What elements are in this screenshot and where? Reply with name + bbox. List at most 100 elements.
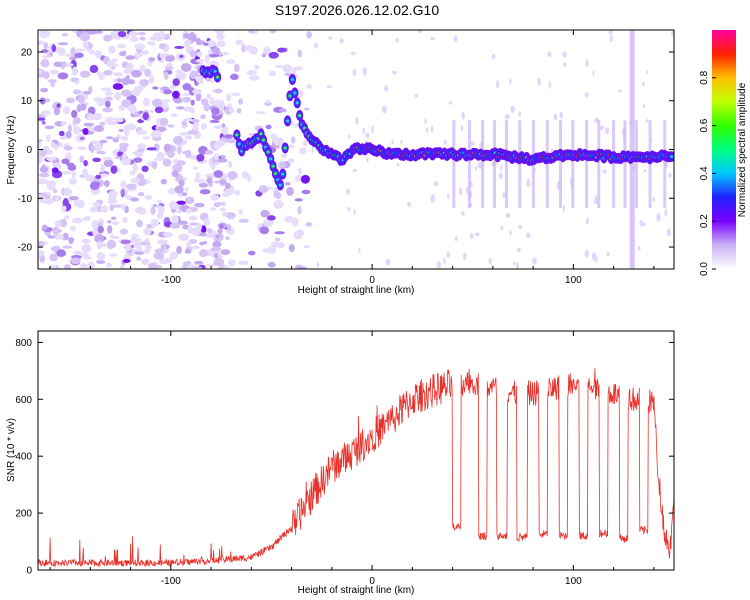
spectrogram-noise-cell — [281, 153, 287, 158]
spectrogram-noise-cell — [40, 58, 50, 68]
spectrogram-noise-cell — [94, 30, 103, 34]
spectrogram-noise-cell — [288, 244, 295, 253]
spectrogram-noise-cell — [174, 99, 183, 104]
spectrogram-noise-cell — [446, 193, 450, 200]
spectrogram-noise-cell — [147, 61, 152, 66]
spectrogram-noise-cell — [230, 73, 239, 81]
spectrogram-noise-cell — [221, 126, 229, 135]
spectrogram-noise-cell — [214, 140, 226, 147]
spectrogram-noise-cell — [219, 207, 227, 212]
spectrogram-noise-cell — [291, 136, 296, 144]
spectrogram-noise-cell — [123, 127, 130, 137]
spectrogram-noise-cell — [274, 231, 285, 235]
spectrogram-noise-cell — [269, 30, 276, 34]
spectrogram-noise-cell — [164, 65, 174, 71]
spectrogram-noise-cell — [76, 199, 85, 209]
spectrogram-noise-cell — [132, 163, 139, 172]
spectrogram-noise-cell — [190, 154, 197, 161]
spectrogram-noise-cell — [153, 252, 165, 260]
spectrogram-noise-cell — [190, 99, 195, 106]
spectrogram-noise-cell — [106, 90, 112, 96]
y-tick-label: 0 — [26, 145, 32, 156]
spectrogram-noise-cell — [68, 237, 74, 245]
spectrogram-noise-cell — [224, 182, 231, 189]
spectrogram-noise-cell — [178, 179, 185, 187]
spectrogram-noise-cell — [61, 205, 67, 212]
spectrogram-noise-cell — [306, 83, 312, 90]
spectrogram-noise-cell — [287, 158, 295, 164]
spectrogram-noise-cell — [108, 190, 118, 198]
spectrogram-noise-cell — [214, 253, 219, 259]
spectrogram-noise-cell — [500, 164, 503, 172]
spectrogram-noise-cell — [642, 81, 645, 87]
spectrogram-noise-cell — [213, 153, 220, 161]
spectrogram-noise-cell — [79, 263, 88, 269]
spectrogram-noise-cell — [44, 98, 51, 103]
spectrogram-noise-cell — [93, 125, 104, 133]
spectrogram-noise-cell — [70, 59, 77, 69]
spectrogram-noise-cell — [94, 50, 102, 59]
y-tick-label: 600 — [15, 395, 32, 406]
spectrogram-noise-cell — [208, 53, 220, 58]
spectrogram-noise-cell — [156, 126, 167, 132]
spectrogram-noise-cell — [87, 261, 95, 269]
colorbar-tick-label: 0.0 — [699, 262, 710, 276]
spectrogram-noise-cell — [246, 69, 257, 76]
spectrogram-noise-cell — [461, 211, 465, 216]
spectrogram-ridge-peak — [213, 69, 217, 73]
spectrogram-noise-cell — [328, 36, 333, 40]
spectrogram-noise-cell — [275, 237, 281, 242]
spectrogram-noise-cell — [175, 209, 183, 213]
spectrogram-noise-cell — [52, 226, 60, 236]
spectrogram-noise-cell — [113, 117, 124, 123]
spectrogram-noise-cell — [154, 157, 165, 161]
spectrogram-noise-cell — [93, 143, 103, 152]
spectrogram-noise-cell — [116, 78, 123, 83]
snr-x-ticks: -100 0 100 — [49, 331, 655, 587]
spectrogram-noise-cell — [41, 49, 49, 53]
spectrogram-noise-cell — [41, 224, 48, 231]
spectrogram-noise-cell — [238, 98, 244, 105]
y-tick-label: 400 — [15, 452, 32, 463]
spectrogram-noise-cell — [57, 72, 69, 80]
spectrogram-noise-cell — [206, 93, 212, 100]
spectrogram-noise-cell — [469, 233, 474, 240]
spectrogram-noise-cell — [77, 146, 87, 150]
spectrogram-noise-cell — [107, 200, 118, 204]
spectrogram-noise-cell — [217, 158, 228, 163]
spectrogram-noise-cell — [213, 237, 221, 242]
spectrogram-noise-cell — [254, 64, 260, 70]
spectrogram-noise-cell — [258, 185, 269, 194]
spectrogram-noise-cell — [102, 156, 113, 161]
spectrogram-noise-cell — [429, 36, 435, 40]
colorbar-label: Normalized spectral amplitude — [737, 82, 748, 217]
spectrogram-noise-cell — [306, 31, 313, 39]
spectrogram-noise-cell — [453, 35, 458, 43]
spectrogram-noise-cell — [154, 248, 164, 254]
snr-y-ticks: 0 200 400 600 800 — [15, 338, 674, 577]
spectrogram-noise-cell — [151, 98, 163, 108]
spectrogram-noise-cell — [195, 172, 201, 179]
spectrogram-noise-cell — [144, 68, 152, 77]
spectrogram-noise-cell — [347, 207, 351, 212]
spectrogram-noise-cell — [252, 30, 258, 35]
spectrogram-noise-cell — [110, 165, 118, 174]
spectrogram-noise-cell — [460, 125, 464, 132]
spectrogram-noise-cell — [120, 265, 125, 269]
spectrogram-noise-cell — [56, 103, 61, 108]
spectrogram-noise-cell — [214, 234, 220, 239]
spectrogram-noise-cell — [666, 228, 671, 237]
spectrogram-noise-cell — [114, 136, 120, 140]
spectrogram-noise-cell — [234, 189, 241, 196]
spectrogram-noise-cell — [171, 215, 180, 224]
spectrogram-noise-cell — [183, 40, 191, 48]
spectrogram-noise-cell — [89, 64, 99, 74]
spectrogram-noise-cell — [443, 139, 448, 145]
spectrogram-noise-cell — [148, 262, 158, 269]
figure-title: S197.2026.026.12.02.G10 — [275, 2, 439, 18]
spectrogram-noise-cell — [518, 225, 523, 230]
spectrogram-noise-cell — [117, 43, 127, 49]
spectrogram-noise-cell — [286, 186, 294, 196]
spectrogram-noise-cell — [103, 34, 113, 42]
spectrogram-noise-cell — [200, 123, 207, 130]
